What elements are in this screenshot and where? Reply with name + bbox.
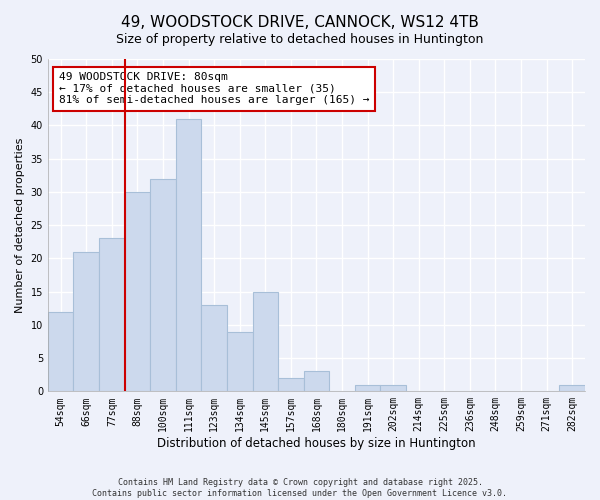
Text: Size of property relative to detached houses in Huntington: Size of property relative to detached ho… bbox=[116, 32, 484, 46]
Text: 49, WOODSTOCK DRIVE, CANNOCK, WS12 4TB: 49, WOODSTOCK DRIVE, CANNOCK, WS12 4TB bbox=[121, 15, 479, 30]
Bar bbox=[176, 119, 202, 392]
Bar bbox=[380, 384, 406, 392]
Text: 49 WOODSTOCK DRIVE: 80sqm
← 17% of detached houses are smaller (35)
81% of semi-: 49 WOODSTOCK DRIVE: 80sqm ← 17% of detac… bbox=[59, 72, 369, 106]
Bar bbox=[48, 312, 73, 392]
Bar bbox=[150, 178, 176, 392]
Bar bbox=[73, 252, 99, 392]
Y-axis label: Number of detached properties: Number of detached properties bbox=[15, 138, 25, 313]
Text: Contains HM Land Registry data © Crown copyright and database right 2025.
Contai: Contains HM Land Registry data © Crown c… bbox=[92, 478, 508, 498]
Bar bbox=[125, 192, 150, 392]
Bar bbox=[355, 384, 380, 392]
Bar bbox=[304, 372, 329, 392]
Bar bbox=[559, 384, 585, 392]
X-axis label: Distribution of detached houses by size in Huntington: Distribution of detached houses by size … bbox=[157, 437, 476, 450]
Bar bbox=[253, 292, 278, 392]
Bar bbox=[202, 305, 227, 392]
Bar bbox=[227, 332, 253, 392]
Bar bbox=[99, 238, 125, 392]
Bar bbox=[278, 378, 304, 392]
